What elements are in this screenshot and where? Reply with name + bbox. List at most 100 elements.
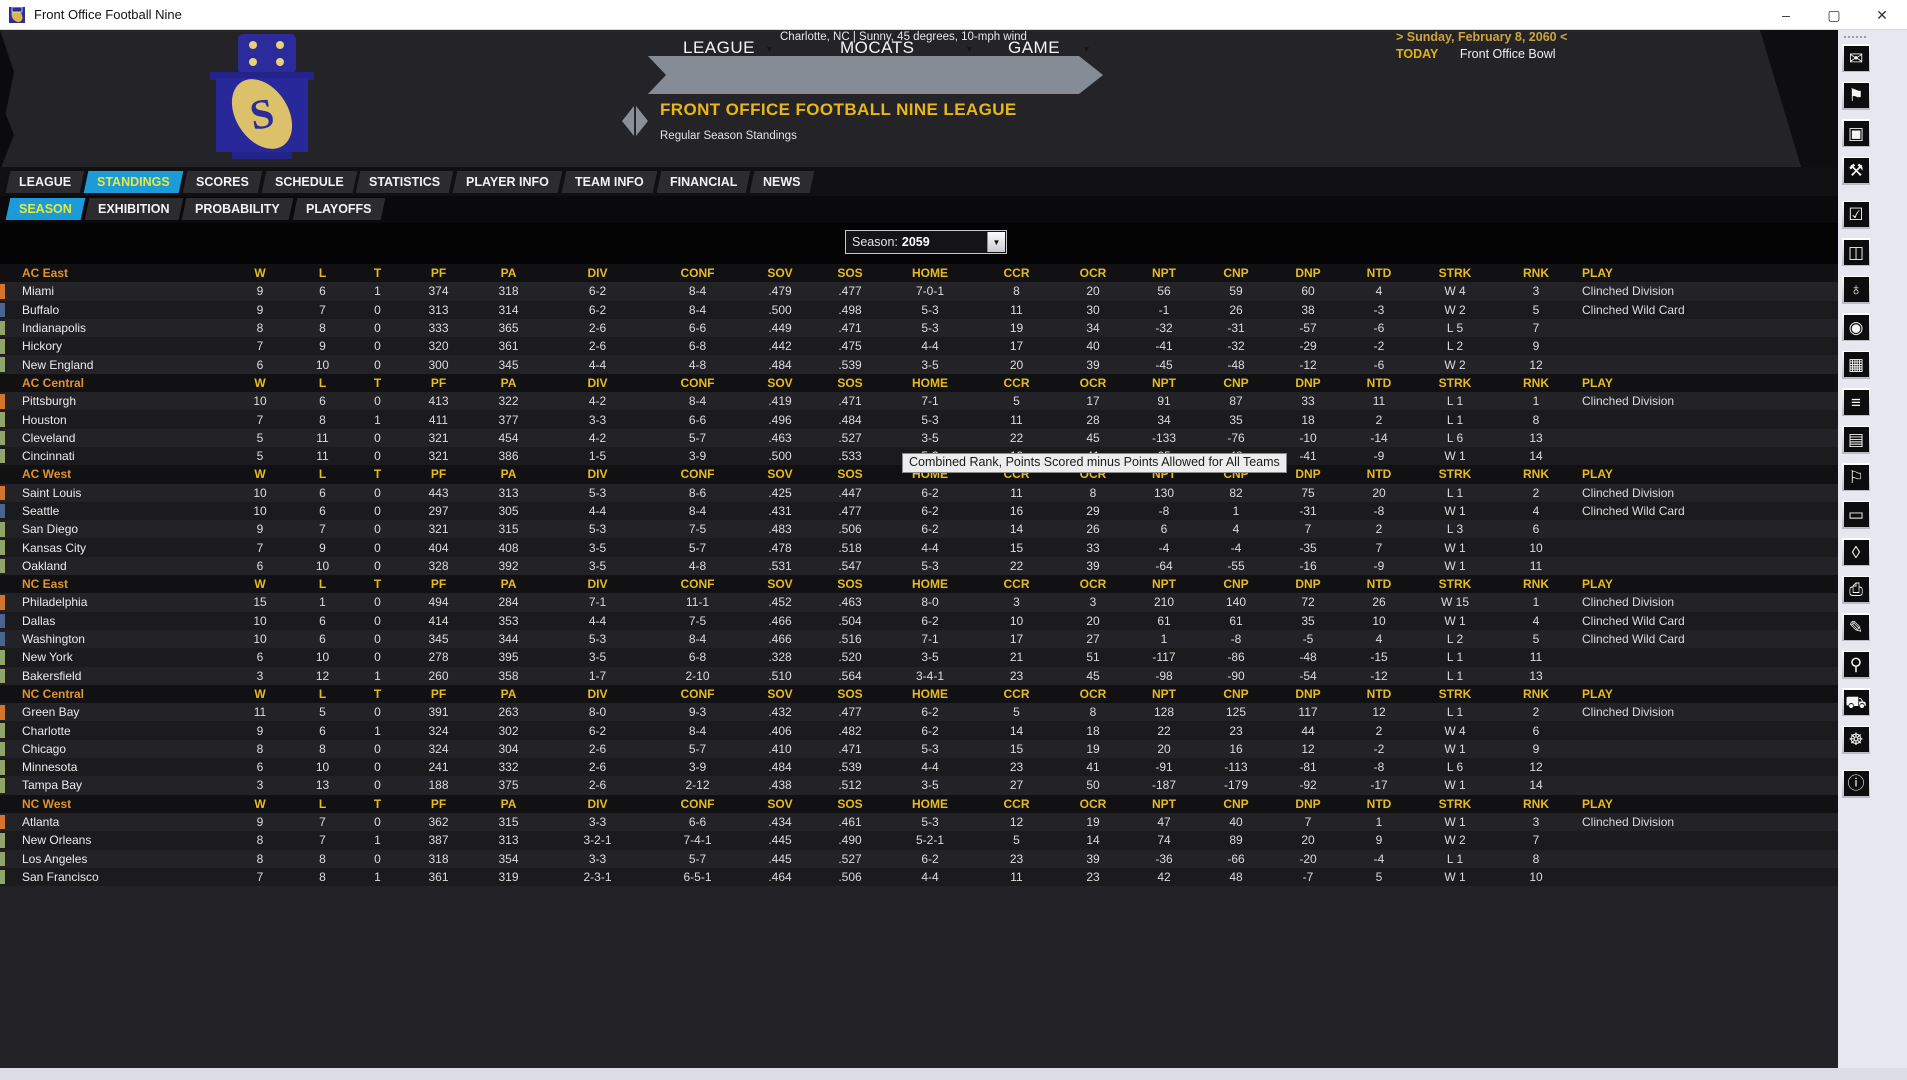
clinch-status-strip [0,760,5,775]
tab-schedule[interactable]: SCHEDULE [261,171,357,193]
team-row[interactable]: Green Bay 11 5 0 391 263 8-0 9-3 .432 .477 6-2 5 8 12… [0,703,1838,722]
shopping-cart-icon[interactable]: ⛟ [1842,688,1870,716]
team-row[interactable]: San Francisco 7 8 1 361 319 2-3-1 6-5-1 .464 .506… [0,867,1838,887]
stat-cell: 8 [319,851,326,866]
medal-icon[interactable]: ♁ [1842,275,1870,304]
team-row[interactable]: Charlotte 9 6 1 324 302 6-2 8-4 .406 .482 6-2 14 18 2… [0,721,1838,740]
outgoing-mail-icon[interactable]: ✉ [1842,44,1870,72]
tab-news[interactable]: NEWS [750,171,815,193]
menu-mocats-caret-icon[interactable]: ▼ [965,44,974,54]
pencil-icon[interactable]: ✎ [1842,613,1870,641]
subtab-exhibition[interactable]: EXHIBITION [84,198,183,220]
team-row[interactable]: New England 6 10 0 300 345 4-4 4-8 .484 .539 3-5 20… [0,355,1838,374]
team-row[interactable]: Philadelphia 15 1 0 494 284 7-1 11-1 .452 .463 8-0… [0,593,1838,612]
checkbox-icon[interactable]: ☑ [1842,200,1870,229]
team-row[interactable]: Buffalo 9 7 0 313 314 6-2 8-4.500.498 5-3 11 30 -1 2… [0,300,1838,319]
flag-icon[interactable]: ⚐ [1842,463,1870,491]
minimize-button[interactable]: – [1782,7,1790,23]
stat-cell: 5 [256,449,264,464]
stat-cell: 7 [1304,522,1312,537]
team-row[interactable]: Washington 10 6 0 345 344 5-3 8-4 .466 .516 7-1 17 2… [0,629,1838,649]
team-row[interactable]: New York 6 10 0 278 395 3-5 6-8 .328 .520 3-5 21 51 -… [0,648,1838,667]
depth-chart-grid-icon[interactable]: ▦ [1842,350,1870,379]
team-row[interactable]: Pittsburgh 10 6 0 413 322 4-2 8-4 .419 .471 7-1 5 17… [0,392,1838,411]
stat-cell: 3-5 [921,430,939,445]
sidebar-grip[interactable] [1844,36,1866,38]
stat-cell: 302 [498,723,519,738]
stat-cell: 2 [1532,705,1540,720]
stat-cell: 35 [1229,412,1243,427]
stat-cell: .425 [768,485,792,500]
team-row[interactable]: Saint Louis 10 6 0 443 313 5-3 8-6 .425 .447 6-2 11… [0,483,1838,502]
printer-icon[interactable]: ⎙ [1842,575,1870,604]
presentation-icon[interactable]: ▭ [1842,500,1870,529]
tab-team-info[interactable]: TEAM INFO [561,171,658,193]
stat-cell: 1 [374,869,381,884]
menu-game[interactable]: GAME [1008,38,1061,57]
team-row[interactable]: Houston 7 8 1 411 377 3-3 6-6.496.484 5-3 11 28 34 3… [0,410,1838,429]
team-row[interactable]: Hickory 7 9 0 320 361 2-6 6-8 .442 .475 4-4 17 40 -41… [0,337,1838,356]
list-icon[interactable]: ≡ [1842,388,1870,416]
tab-statistics[interactable]: STATISTICS [356,171,454,193]
menu-league[interactable]: LEAGUE [683,38,755,57]
menu-league-caret-icon[interactable]: ▼ [765,44,774,54]
page-nav-arrows[interactable] [622,106,650,136]
save-icon[interactable]: ▣ [1842,119,1870,147]
newspaper-icon[interactable]: ▤ [1842,425,1870,454]
stat-cell: -41 [1155,339,1173,354]
prev-arrow-icon[interactable] [622,106,634,136]
team-row[interactable]: Indianapolis 8 8 0 333 365 2-6 6-6 .449 .471 5-3 19… [0,318,1838,338]
stat-cell: 33 [1086,540,1100,555]
subtab-playoffs[interactable]: PLAYOFFS [292,198,385,220]
close-button[interactable]: ✕ [1876,6,1888,23]
playbook-icon[interactable]: ◫ [1842,238,1870,266]
team-row[interactable]: Oakland 6 10 0 328 392 3-5 4-8 .531 .547 5-3 22 39 -6… [0,556,1838,576]
stat-cell: .434 [768,815,792,830]
stat-cell: 4-2 [588,430,607,445]
subtab-probability[interactable]: PROBABILITY [182,198,294,220]
maximize-button[interactable]: ▢ [1827,6,1841,23]
subtab-season[interactable]: SEASON [5,198,86,220]
stat-cell: 354 [498,851,519,866]
season-dropdown[interactable]: Season: 2059 ▼ [845,230,1007,254]
season-dropdown-arrow-icon[interactable]: ▼ [987,232,1005,252]
team-row[interactable]: Minnesota 6 10 0 241 332 2-6 3-9 .484 .539 4-4 23 41… [0,758,1838,777]
stat-cell: .419 [768,394,792,409]
clinch-status-strip [0,778,5,793]
stat-cell: 5-7 [688,741,707,756]
play-status: Clinched Division [1582,394,1675,409]
team-row[interactable]: Miami 9 6 1 374 318 6-2 8-4 .479 .477 7-0-1 8 20 56 59… [0,282,1838,301]
tag-icon[interactable]: ◊ [1842,538,1870,566]
team-row[interactable]: Kansas City 7 9 0 404 408 3-5 5-7 .478 .518 4-4 15 3… [0,538,1838,557]
column-header: DIV [587,266,608,281]
main-area: S Charlotte, NC | Sunny, 45 degrees, 10-… [0,30,1838,1080]
tab-player-info[interactable]: PLAYER INFO [453,171,563,193]
info-icon[interactable]: ⓘ [1842,769,1870,798]
incoming-mail-icon[interactable]: ⚑ [1842,81,1870,110]
team-row[interactable]: Tampa Bay 3 13 0 188 375 2-6 2-12 .438 .512 3-5 27 5… [0,776,1838,795]
team-row[interactable]: Chicago 8 8 0 324 304 2-6 5-7 .410 .471 5-3 15 19 20 1… [0,739,1838,759]
team-row[interactable]: Seattle 10 6 0 297 305 4-4 8-4 .431 .477 6-2 16 29 -8… [0,501,1838,521]
team-row[interactable]: Dallas 10 6 0 414 353 4-4 7-5 .466 .504 6-2 10 20 61 6… [0,611,1838,630]
team-row[interactable]: Cleveland 5 11 0 321 454 4-2 5-7 .463 .527 3-5 22 45… [0,428,1838,447]
eye-icon[interactable]: ◉ [1842,313,1870,341]
tab-standings[interactable]: STANDINGS [83,171,184,193]
tab-league[interactable]: LEAGUE [5,171,85,193]
team-name: Los Angeles [22,851,88,866]
team-row[interactable]: New Orleans 8 7 1 387 313 3-2-1 7-4-1 .445 .490 5-… [0,831,1838,850]
tab-financial[interactable]: FINANCIAL [656,171,751,193]
stat-cell: .445 [768,851,792,866]
menu-game-caret-icon[interactable]: ▼ [1082,44,1091,54]
search-icon[interactable]: ⚲ [1842,650,1870,679]
team-row[interactable]: Atlanta 9 7 0 362 315 3-3 6-6 .434 .461 5-3 12 19 47 4… [0,812,1838,832]
team-row[interactable]: Los Angeles 8 8 0 318 354 3-3 5-7 .445 .527 6-2 23 3… [0,849,1838,868]
current-date[interactable]: > Sunday, February 8, 2060 < [1396,30,1568,44]
tools-icon[interactable]: ⚒ [1842,156,1870,185]
team-row[interactable]: San Diego 9 7 0 321 315 5-3 7-5.483.506 6-2 14 26 6… [0,520,1838,539]
menu-mocats[interactable]: MOCATS [840,38,915,57]
wheel-icon[interactable]: ☸ [1842,725,1870,754]
tab-scores[interactable]: SCORES [182,171,262,193]
next-arrow-icon[interactable] [636,106,648,136]
stat-cell: 7 [319,833,326,848]
team-row[interactable]: Bakersfield 3 12 1 260 358 1-7 2-10 .510 .564 3-4-… [0,666,1838,685]
